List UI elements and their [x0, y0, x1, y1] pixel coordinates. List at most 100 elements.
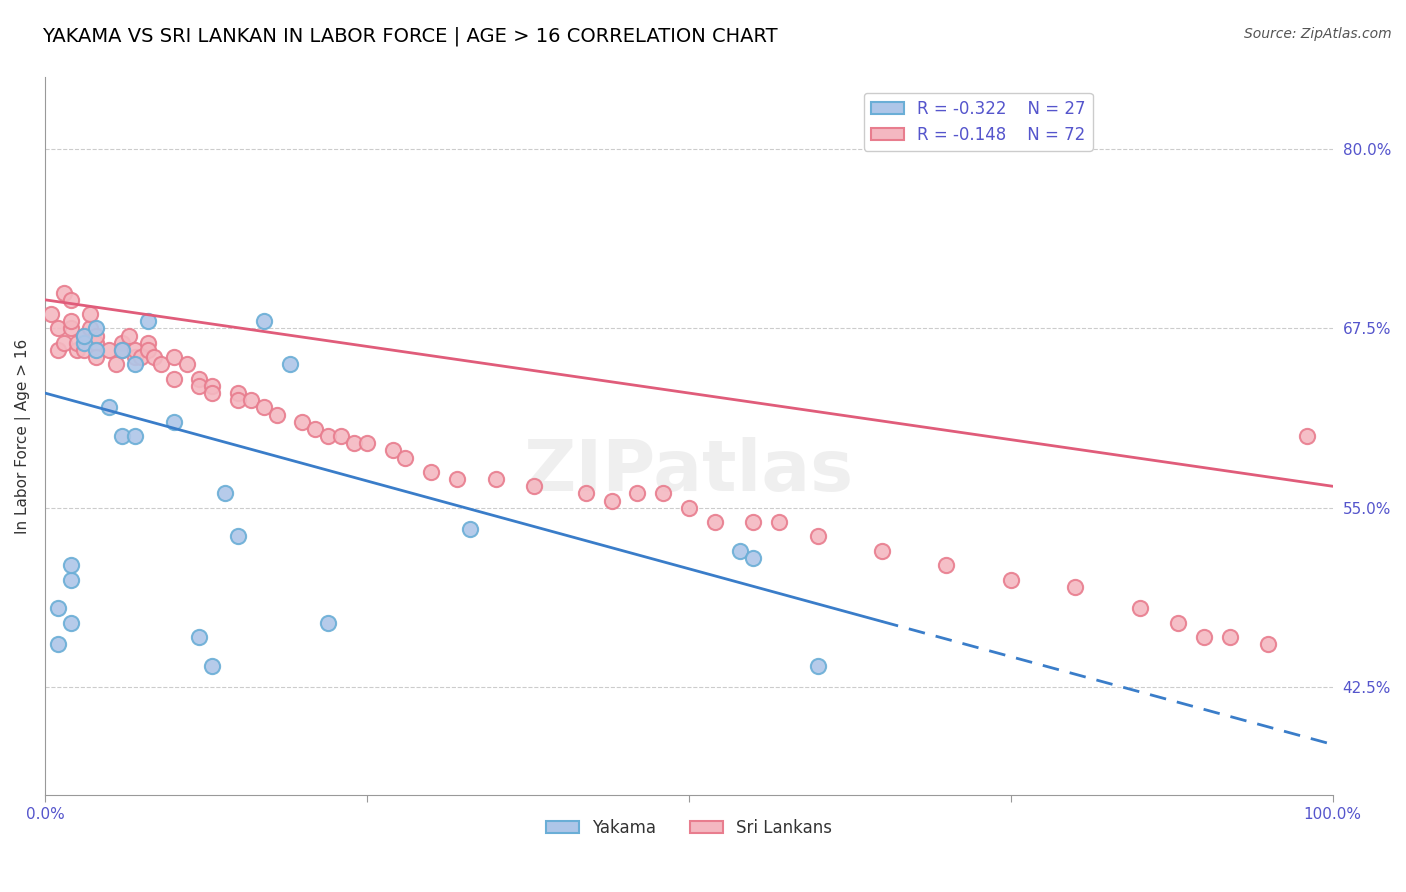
Point: [188, 630, 211, 644]
Point: [458, 522, 481, 536]
Point: [136, 343, 159, 357]
Point: [86, 343, 108, 357]
Point: [420, 465, 443, 479]
Point: [278, 357, 301, 371]
Text: YAKAMA VS SRI LANKAN IN LABOR FORCE | AGE > 16 CORRELATION CHART: YAKAMA VS SRI LANKAN IN LABOR FORCE | AG…: [42, 27, 778, 46]
Point: [66, 335, 89, 350]
Point: [86, 335, 108, 350]
Point: [316, 615, 339, 630]
Point: [394, 450, 416, 465]
Point: [124, 350, 146, 364]
Point: [59, 615, 82, 630]
Point: [742, 551, 765, 566]
Point: [98, 343, 121, 357]
Point: [253, 401, 276, 415]
Point: [356, 436, 378, 450]
Point: [485, 472, 508, 486]
Point: [53, 335, 76, 350]
Point: [111, 343, 134, 357]
Point: [59, 314, 82, 328]
Point: [124, 357, 146, 371]
Point: [163, 415, 186, 429]
Point: [226, 386, 249, 401]
Point: [730, 544, 752, 558]
Point: [201, 658, 224, 673]
Point: [79, 307, 101, 321]
Point: [46, 321, 69, 335]
Point: [79, 321, 101, 335]
Point: [226, 393, 249, 408]
Point: [149, 357, 172, 371]
Point: [59, 293, 82, 307]
Point: [201, 386, 224, 401]
Point: [1129, 601, 1152, 615]
Point: [291, 415, 314, 429]
Point: [111, 335, 134, 350]
Point: [1296, 429, 1319, 443]
Point: [143, 350, 166, 364]
Point: [188, 372, 211, 386]
Point: [163, 372, 186, 386]
Point: [98, 401, 121, 415]
Point: [66, 343, 89, 357]
Point: [46, 601, 69, 615]
Point: [124, 429, 146, 443]
Point: [136, 335, 159, 350]
Point: [176, 357, 198, 371]
Point: [46, 343, 69, 357]
Point: [678, 500, 700, 515]
Point: [253, 314, 276, 328]
Point: [768, 515, 790, 529]
Point: [330, 429, 353, 443]
Point: [59, 558, 82, 573]
Y-axis label: In Labor Force | Age > 16: In Labor Force | Age > 16: [15, 338, 31, 533]
Point: [1219, 630, 1241, 644]
Point: [104, 357, 127, 371]
Point: [72, 328, 94, 343]
Point: [117, 328, 139, 343]
Point: [343, 436, 366, 450]
Point: [626, 486, 648, 500]
Point: [381, 443, 404, 458]
Point: [807, 658, 830, 673]
Point: [111, 429, 134, 443]
Point: [163, 350, 186, 364]
Point: [1000, 573, 1022, 587]
Point: [136, 314, 159, 328]
Point: [46, 637, 69, 651]
Point: [703, 515, 725, 529]
Point: [86, 321, 108, 335]
Point: [575, 486, 598, 500]
Legend: Yakama, Sri Lankans: Yakama, Sri Lankans: [538, 813, 839, 844]
Point: [41, 307, 63, 321]
Point: [239, 393, 262, 408]
Point: [742, 515, 765, 529]
Text: ZIPatlas: ZIPatlas: [524, 437, 853, 507]
Point: [72, 335, 94, 350]
Point: [1167, 615, 1189, 630]
Point: [652, 486, 675, 500]
Point: [53, 285, 76, 300]
Point: [72, 343, 94, 357]
Point: [59, 573, 82, 587]
Point: [1257, 637, 1279, 651]
Point: [201, 379, 224, 393]
Point: [124, 343, 146, 357]
Text: Source: ZipAtlas.com: Source: ZipAtlas.com: [1244, 27, 1392, 41]
Point: [316, 429, 339, 443]
Point: [214, 486, 236, 500]
Point: [226, 529, 249, 543]
Point: [446, 472, 468, 486]
Point: [111, 343, 134, 357]
Point: [304, 422, 326, 436]
Point: [72, 328, 94, 343]
Point: [1192, 630, 1215, 644]
Point: [935, 558, 957, 573]
Point: [86, 328, 108, 343]
Point: [1064, 580, 1087, 594]
Point: [131, 350, 153, 364]
Point: [523, 479, 546, 493]
Point: [266, 408, 288, 422]
Point: [86, 350, 108, 364]
Point: [188, 379, 211, 393]
